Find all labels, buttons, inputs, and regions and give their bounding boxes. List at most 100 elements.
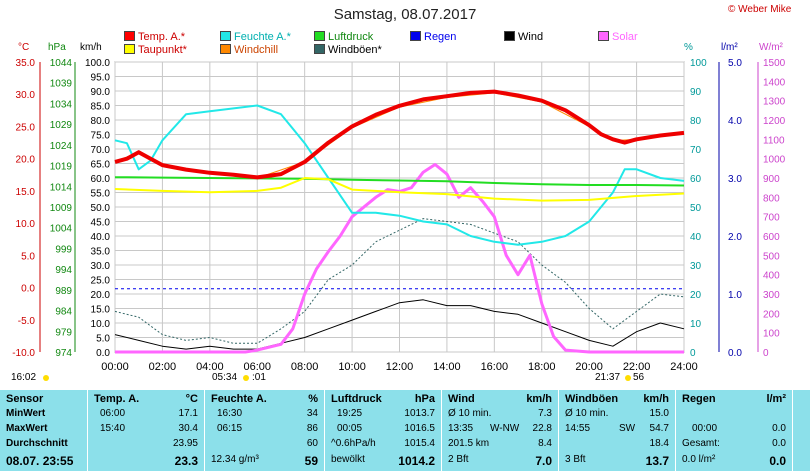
pressure-tick-label: 994 <box>55 265 72 276</box>
humidity-tick-label: 100 <box>690 58 707 69</box>
series-temp-a <box>114 89 685 180</box>
rain-unit: l/m² <box>766 393 786 405</box>
legend-item: Luftdruck <box>314 31 373 43</box>
gust-last: 13.7 <box>645 454 669 468</box>
pressure-tick-label: 1009 <box>50 203 73 214</box>
solar-tick-label: 400 <box>763 271 780 282</box>
pressure-tick-label: 989 <box>55 286 72 297</box>
solar-tick-label: 1500 <box>763 58 786 69</box>
solar-tick-label: 1000 <box>763 155 786 166</box>
time-tick-label: 18:00 <box>528 361 556 373</box>
pressure-tick-label: 1014 <box>50 182 73 193</box>
solar-tick-label: 700 <box>763 213 780 224</box>
humidity-min: 34 <box>306 408 318 419</box>
temp-unit-label: °C <box>18 42 29 53</box>
temp-tick-label: -10.0 <box>12 348 35 359</box>
sunrise-note: 05:34 <box>212 372 238 383</box>
time-tick-label: 12:00 <box>386 361 414 373</box>
pressure-tick-label: 984 <box>55 307 72 318</box>
pressure-max: 1016.5 <box>404 423 435 434</box>
temp-tick-label: 30.0 <box>16 90 36 101</box>
gust-avg10: 15.0 <box>649 408 669 419</box>
wind-distance: 201.5 km <box>448 438 490 449</box>
stats-humidity: Feuchte A.% 16:30 34 06:15 86 60 12.34 g/m… <box>205 390 325 471</box>
humidity-tick-label: 90 <box>690 87 702 98</box>
sensor-title: Sensor <box>6 393 44 405</box>
solar-tick-label: 300 <box>763 290 780 301</box>
left-axes: 35.0 30.0 25.0 20.0 15.0 10.0 5.0 0.0 -5.0 -10.0 1… <box>12 58 110 359</box>
wind-bft: 2 Bft <box>448 454 469 465</box>
legend-swatch <box>314 31 325 41</box>
wind-last: 7.0 <box>535 454 552 468</box>
gust-avg: 18.4 <box>649 438 669 449</box>
right-axes: 10090807060504030201005.04.03.02.01.00.0… <box>690 58 786 359</box>
pressure-title: Luftdruck <box>331 393 382 405</box>
solar-tick-label: 1100 <box>763 135 785 146</box>
legend-item: Windchill <box>220 44 278 56</box>
time-tick-label: 22:00 <box>623 361 651 373</box>
stats-gust: Windböen km/h Ø 10 min. 15.0 14:55 SW 54.7 1… <box>559 390 676 471</box>
axis-units: °C hPa km/h% l/m² W/m² <box>18 42 784 53</box>
rain-tick-label: 0.0 <box>728 348 742 359</box>
legend-label: Luftdruck <box>328 31 374 43</box>
humidity-tick-label: 0 <box>690 348 696 359</box>
temp-min-time: 06:00 <box>100 408 126 419</box>
solar-tick-label: 1200 <box>763 116 786 127</box>
pressure-tick-label: 999 <box>55 244 72 255</box>
pressure-unit-label: hPa <box>48 42 66 53</box>
pressure-forecast: bewölkt <box>331 454 365 465</box>
rain-last: 0.0 <box>769 454 786 468</box>
rain-tick-label: 3.0 <box>728 174 742 185</box>
rain-max-time: 00:00 <box>692 423 718 434</box>
stats-sensor: Sensor MinWert MaxWert Durchschnitt 08.0… <box>0 390 88 471</box>
wind-tick-label: 20.0 <box>91 290 111 301</box>
wind-tick-label: 15.0 <box>91 305 111 316</box>
pressure-tick-label: 1024 <box>50 141 73 152</box>
legend-label: Wind <box>518 31 544 43</box>
legend-swatch <box>220 31 231 41</box>
series-solar <box>115 163 684 354</box>
pressure-tick-label: 1029 <box>50 120 73 131</box>
wind-max-time: 13:35 <box>448 423 474 434</box>
temp-tick-label: 35.0 <box>16 58 36 69</box>
humidity-max-time: 06:15 <box>217 423 243 434</box>
solar-tick-label: 1300 <box>763 97 786 108</box>
wind-title: Wind <box>448 393 475 405</box>
series-windb-en <box>114 218 685 344</box>
sun-icon <box>43 375 49 381</box>
humidity-max: 86 <box>306 423 318 434</box>
humidity-min-time: 16:30 <box>217 408 243 419</box>
temp-tick-label: -5.0 <box>18 316 36 327</box>
humidity-tick-label: 40 <box>690 232 702 243</box>
copyright: © Weber Mike <box>728 4 792 15</box>
rain-tick-label: 4.0 <box>728 116 742 127</box>
temp-unit: °C <box>185 393 198 405</box>
humidity-tick-label: 80 <box>690 116 702 127</box>
pressure-tick-label: 1044 <box>50 58 73 69</box>
solar-tick-label: 0 <box>763 348 769 359</box>
wind-tick-label: 90.0 <box>91 87 111 98</box>
chart-series <box>114 89 685 354</box>
gust-max-dir: SW <box>619 423 636 434</box>
durchschnitt-label: Durchschnitt <box>6 438 68 449</box>
wind-tick-label: 30.0 <box>91 261 111 272</box>
solar-tick-label: 100 <box>763 329 780 340</box>
time-tick-label: 02:00 <box>149 361 177 373</box>
humidity-tick-label: 60 <box>690 174 702 185</box>
legend-swatch <box>124 44 135 54</box>
series-taupunkt <box>114 177 685 202</box>
legend-item: Wind <box>504 31 543 43</box>
wind-tick-label: 65.0 <box>91 160 111 171</box>
pressure-tick-label: 1004 <box>50 224 73 235</box>
pressure-tick-label: 1034 <box>50 99 73 110</box>
legend-swatch <box>504 31 515 41</box>
gust-unit: km/h <box>643 393 669 405</box>
rain-total: 0.0 <box>772 438 786 449</box>
legend-item: Taupunkt* <box>124 44 187 56</box>
solar-tick-label: 500 <box>763 251 780 262</box>
humidity-avg: 60 <box>306 438 318 449</box>
series-wind <box>114 299 685 350</box>
rain-tick-label: 5.0 <box>728 58 742 69</box>
legend-label: Taupunkt* <box>138 44 187 56</box>
temp-tick-label: 25.0 <box>16 122 36 133</box>
